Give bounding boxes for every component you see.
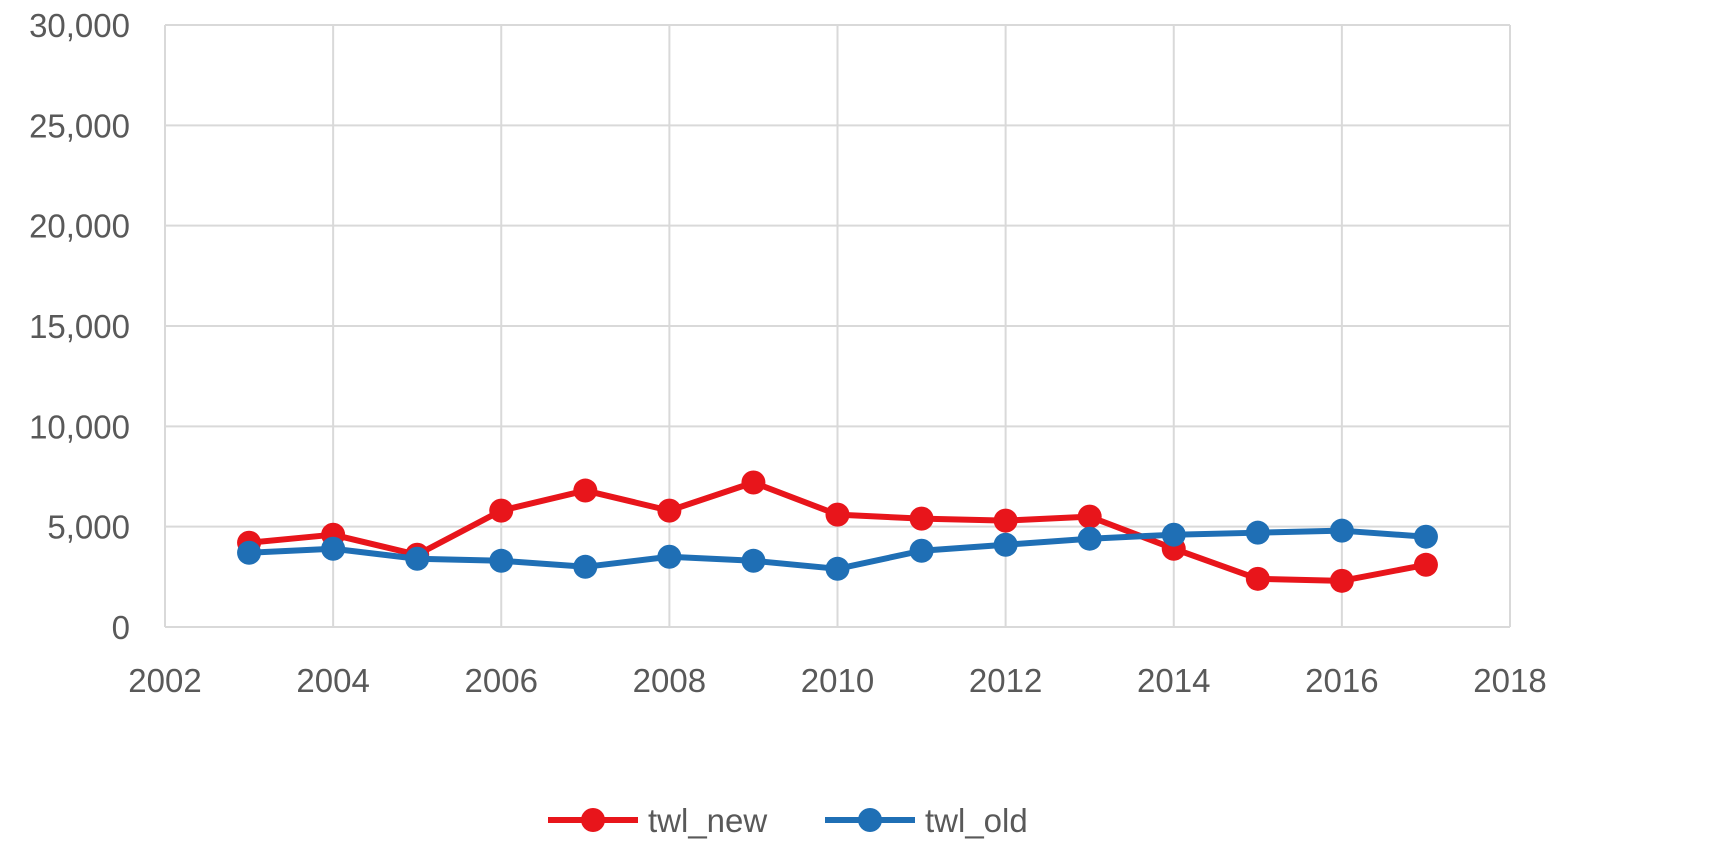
x-tick-label: 2012 bbox=[969, 662, 1042, 699]
legend: twl_new twl_old bbox=[548, 802, 1028, 839]
data-point-twl_new bbox=[825, 502, 850, 527]
y-tick-label: 30,000 bbox=[29, 7, 130, 44]
data-point-twl_old bbox=[909, 538, 934, 563]
data-point-twl_old bbox=[1077, 526, 1102, 551]
series-layer bbox=[237, 470, 1438, 593]
grid-layer bbox=[164, 24, 1511, 628]
data-point-twl_old bbox=[657, 544, 682, 569]
data-point-twl_old bbox=[489, 548, 514, 573]
legend-marker-twl_old bbox=[858, 808, 882, 832]
legend-label-twl_new: twl_new bbox=[648, 802, 767, 839]
x-tick-label: 2004 bbox=[296, 662, 369, 699]
data-point-twl_old bbox=[1161, 522, 1186, 547]
data-point-twl_old bbox=[573, 554, 598, 579]
x-tick-label: 2006 bbox=[465, 662, 538, 699]
x-tick-label: 2016 bbox=[1305, 662, 1378, 699]
data-point-twl_old bbox=[1329, 518, 1354, 543]
x-tick-label: 2010 bbox=[801, 662, 874, 699]
data-point-twl_new bbox=[909, 506, 934, 531]
y-tick-label: 10,000 bbox=[29, 408, 130, 445]
data-point-twl_new bbox=[1329, 568, 1354, 593]
x-tick-label: 2018 bbox=[1473, 662, 1546, 699]
data-point-twl_new bbox=[489, 498, 514, 523]
data-point-twl_old bbox=[1413, 524, 1438, 549]
data-point-twl_new bbox=[1413, 552, 1438, 577]
x-tick-label: 2014 bbox=[1137, 662, 1210, 699]
axis-layer: 0 5,000 10,000 15,000 20,000 25,000 30,000 2002… bbox=[29, 7, 1547, 699]
y-tick-label: 5,000 bbox=[47, 509, 130, 546]
data-point-twl_old bbox=[741, 548, 766, 573]
data-point-twl_new bbox=[1077, 504, 1102, 529]
legend-label-twl_old: twl_old bbox=[925, 802, 1028, 839]
y-tick-label: 15,000 bbox=[29, 308, 130, 345]
data-point-twl_new bbox=[657, 498, 682, 523]
data-point-twl_old bbox=[993, 532, 1018, 557]
data-point-twl_new bbox=[741, 470, 766, 495]
y-tick-label: 0 bbox=[112, 609, 130, 646]
y-tick-label: 20,000 bbox=[29, 208, 130, 245]
data-point-twl_old bbox=[1245, 520, 1270, 545]
data-point-twl_old bbox=[825, 556, 850, 581]
data-point-twl_new bbox=[993, 508, 1018, 533]
legend-marker-twl_new bbox=[581, 808, 605, 832]
data-point-twl_new bbox=[1245, 566, 1270, 591]
x-tick-label: 2002 bbox=[128, 662, 201, 699]
y-tick-label: 25,000 bbox=[29, 107, 130, 144]
data-point-twl_old bbox=[237, 540, 262, 565]
data-point-twl_old bbox=[321, 536, 346, 561]
data-point-twl_new bbox=[573, 478, 598, 503]
x-tick-label: 2008 bbox=[633, 662, 706, 699]
data-point-twl_old bbox=[405, 546, 430, 571]
